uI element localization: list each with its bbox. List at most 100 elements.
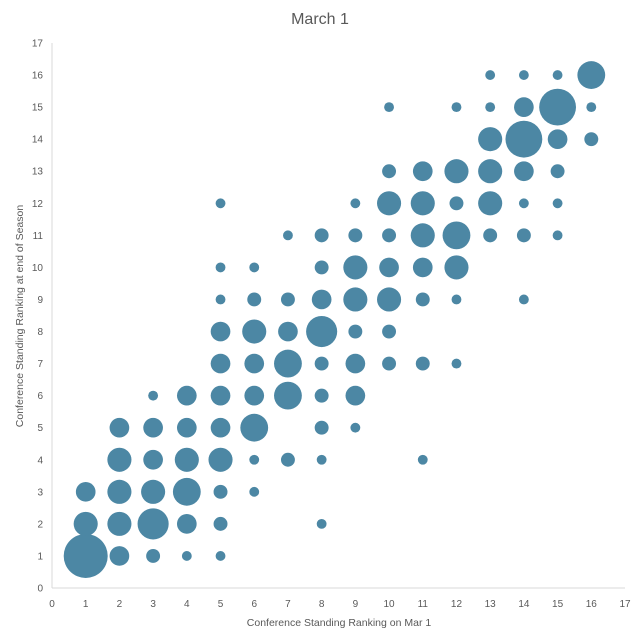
y-tick-label: 12 [32, 199, 44, 210]
bubble-point [181, 551, 192, 561]
bubble-point [109, 417, 130, 438]
bubble-point [141, 479, 166, 504]
x-tick-label: 16 [586, 599, 598, 610]
bubble-point [314, 228, 329, 243]
bubble-point [176, 417, 197, 438]
x-tick-label: 3 [150, 599, 156, 610]
bubble-point [244, 353, 265, 374]
bubble-point [379, 257, 399, 278]
bubble-point [343, 287, 368, 312]
y-tick-label: 1 [37, 551, 43, 562]
bubble-point [249, 454, 260, 465]
x-tick-label: 5 [218, 599, 224, 610]
bubble-point [514, 97, 534, 117]
bubble-point [552, 230, 563, 241]
bubble-point [148, 390, 159, 401]
bubble-point [213, 516, 228, 531]
bubble-point [516, 228, 531, 243]
x-tick-label: 12 [451, 599, 463, 610]
x-tick-label: 6 [251, 599, 257, 610]
x-tick-label: 0 [49, 599, 55, 610]
bubble-point [278, 321, 298, 342]
bubble-point [410, 191, 435, 216]
bubble-point [382, 164, 397, 179]
x-tick-label: 9 [353, 599, 359, 610]
y-tick-label: 13 [32, 167, 44, 178]
bubble-point [75, 481, 96, 502]
bubble-point [316, 518, 327, 529]
bubble-point [444, 255, 469, 280]
bubble-point [107, 447, 132, 472]
bubble-point [451, 102, 462, 113]
bubble-point [306, 315, 338, 348]
y-tick-label: 6 [37, 391, 43, 402]
y-tick-label: 15 [32, 103, 44, 114]
bubble-point [584, 132, 599, 147]
bubble-point [415, 356, 430, 371]
bubble-point [384, 102, 394, 113]
bubble-point [382, 228, 397, 243]
bubble-point [314, 388, 329, 403]
y-tick-label: 14 [32, 135, 44, 146]
x-tick-label: 4 [184, 599, 190, 610]
bubble-point [539, 88, 576, 126]
x-tick-label: 14 [518, 599, 530, 610]
bubble-point [314, 260, 329, 275]
x-tick-label: 2 [117, 599, 123, 610]
y-tick-label: 4 [37, 455, 43, 466]
bubble-point [210, 417, 231, 438]
bubble-point [412, 161, 433, 182]
bubble-point [210, 353, 231, 374]
bubble-point [283, 230, 293, 241]
bubble-point [249, 486, 260, 497]
bubble-point [215, 198, 226, 209]
y-tick-label: 10 [32, 263, 44, 274]
bubble-point [274, 349, 302, 378]
bubble-point [215, 551, 226, 561]
y-tick-label: 17 [32, 39, 44, 50]
y-tick-label: 2 [37, 519, 43, 530]
x-tick-labels: 0 1 2 3 4 5 6 7 8 9 10 11 12 13 14 15 16 17 [49, 599, 631, 610]
bubble-point [485, 102, 496, 113]
bubble-point [215, 294, 226, 305]
x-tick-label: 8 [319, 599, 325, 610]
bubble-point [143, 417, 163, 438]
bubble-point [208, 447, 233, 472]
bubble-point [514, 161, 534, 182]
bubble-point [518, 294, 529, 305]
y-tick-label: 7 [37, 359, 43, 370]
bubble-point [174, 447, 199, 472]
bubble-point [451, 358, 462, 369]
y-axis-label: Conference Standing Ranking at end of Se… [14, 205, 26, 428]
bubble-point [247, 292, 262, 307]
bubble-point [442, 221, 471, 250]
y-tick-label: 0 [37, 584, 43, 595]
y-tick-label: 3 [37, 487, 43, 498]
bubble-point [242, 319, 267, 344]
bubble-point [280, 292, 295, 307]
x-tick-label: 1 [83, 599, 89, 610]
bubble-point [350, 198, 361, 209]
bubble-point [348, 324, 363, 339]
bubble-point [478, 127, 503, 152]
x-tick-label: 17 [619, 599, 631, 610]
bubble-point [382, 324, 397, 339]
y-tick-label: 8 [37, 327, 43, 338]
bubble-series [63, 61, 606, 578]
bubble-point [451, 294, 462, 305]
y-tick-label: 9 [37, 295, 43, 306]
bubble-point [343, 255, 368, 280]
bubble-point [314, 356, 329, 371]
bubble-point [143, 449, 163, 470]
bubble-point [107, 511, 132, 536]
bubble-point [577, 61, 606, 89]
bubble-point [552, 70, 563, 80]
bubble-point [485, 70, 496, 80]
bubble-point [311, 289, 332, 310]
bubble-point [280, 452, 295, 467]
bubble-point [244, 385, 265, 406]
bubble-point [210, 321, 231, 342]
bubble-point [350, 422, 361, 433]
